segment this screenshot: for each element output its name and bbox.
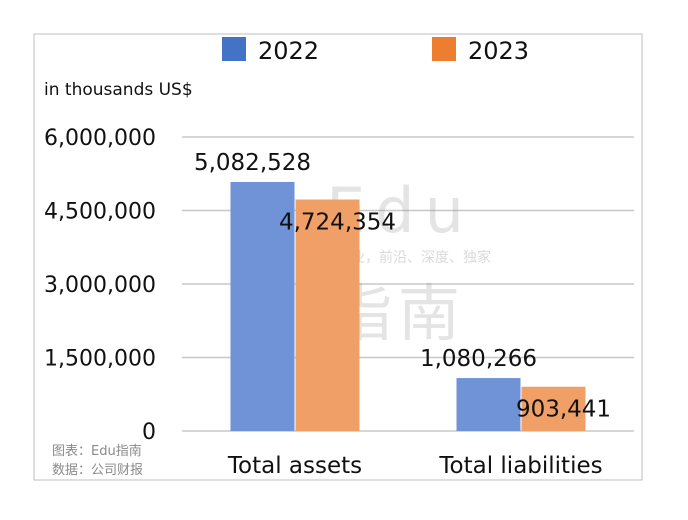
source-note-chart: 图表：Edu指南 bbox=[52, 443, 142, 459]
unit-label: in thousands US$ bbox=[44, 80, 193, 100]
legend: 2022 2023 bbox=[222, 37, 529, 65]
watermark: Edu 教育行业，前沿、深度、独家 指南 bbox=[309, 174, 491, 350]
y-tick-label: 3,000,000 bbox=[44, 273, 156, 298]
bar-2022-0 bbox=[230, 181, 295, 431]
wechat-icon: ●● bbox=[579, 480, 606, 498]
data-labels: 5,082,528 4,724,354 1,080,266 903,441 bbox=[194, 150, 611, 423]
legend-label: 2022 bbox=[258, 37, 319, 65]
bar-2022-1 bbox=[456, 378, 521, 431]
y-tick-label: 1,500,000 bbox=[44, 347, 156, 372]
y-tick-label: 0 bbox=[142, 420, 156, 445]
legend-label: 2023 bbox=[468, 37, 529, 65]
x-axis-labels: Total assets Total liabilities bbox=[227, 453, 603, 479]
data-label: 903,441 bbox=[516, 397, 611, 423]
source-note-data: 数据：公司财报 bbox=[52, 463, 143, 478]
legend-swatch-2023 bbox=[432, 37, 456, 61]
y-tick-label: 4,500,000 bbox=[44, 200, 156, 225]
bar-2023-0 bbox=[295, 199, 360, 431]
data-label: 4,724,354 bbox=[279, 210, 396, 236]
y-axis-ticks: 0 1,500,000 3,000,000 4,500,000 6,000,000 bbox=[44, 126, 156, 445]
bars bbox=[230, 181, 586, 431]
footer-credit: ●● Edu指南 bbox=[579, 479, 666, 499]
footer-credit-text: Edu指南 bbox=[611, 482, 666, 498]
x-tick-label: Total assets bbox=[227, 453, 362, 479]
bar-2023-1 bbox=[521, 386, 586, 431]
x-tick-label: Total liabilities bbox=[438, 453, 602, 479]
legend-swatch-2022 bbox=[222, 37, 246, 61]
data-label: 5,082,528 bbox=[194, 150, 311, 176]
data-label: 1,080,266 bbox=[420, 346, 537, 372]
y-tick-label: 6,000,000 bbox=[44, 126, 156, 151]
